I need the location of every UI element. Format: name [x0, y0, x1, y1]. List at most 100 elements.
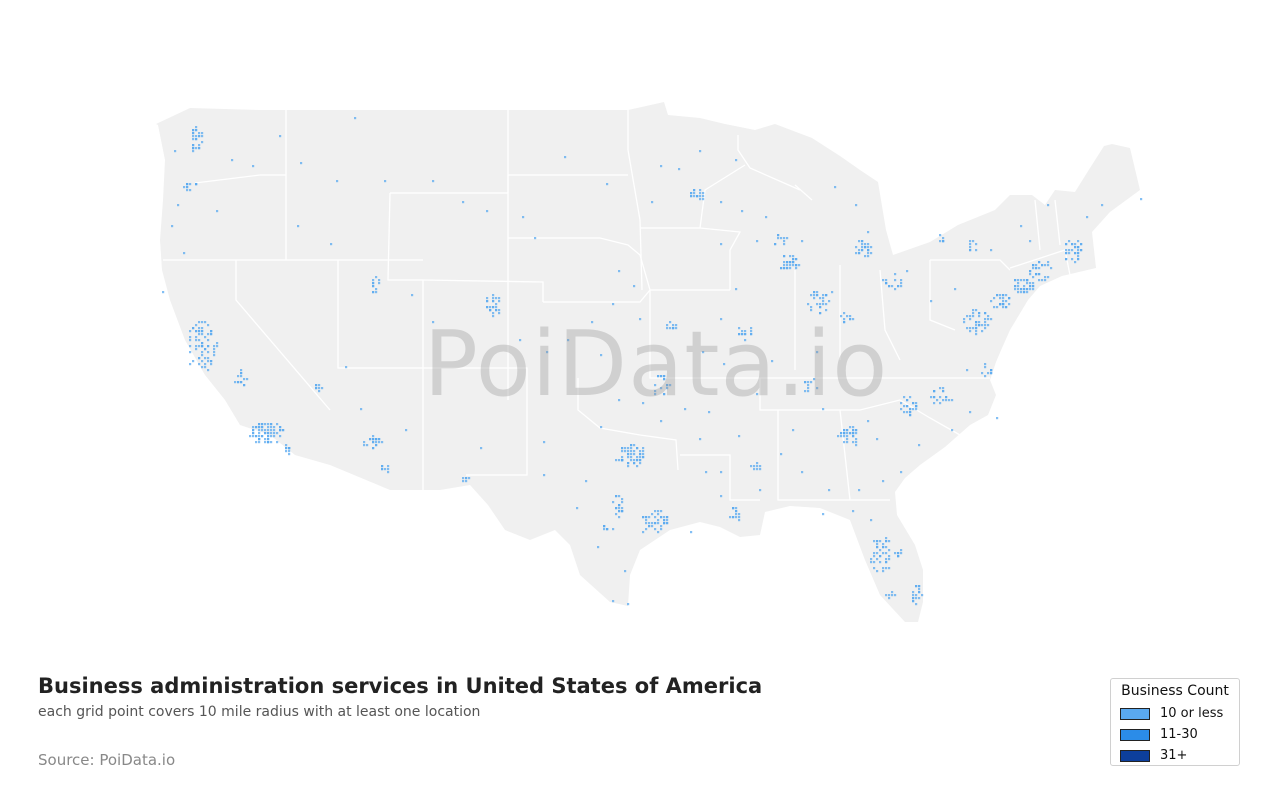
grid-point [210, 333, 213, 336]
grid-point [198, 144, 201, 147]
grid-point [870, 246, 873, 249]
grid-point [690, 192, 693, 195]
grid-point [822, 513, 825, 516]
grid-point [942, 240, 945, 243]
business-grid-points [162, 117, 1143, 606]
grid-point [261, 435, 264, 438]
grid-point [822, 294, 825, 297]
grid-point [969, 318, 972, 321]
grid-point [783, 264, 786, 267]
grid-point [186, 183, 189, 186]
grid-point [192, 147, 195, 150]
grid-point [969, 330, 972, 333]
grid-point [207, 369, 210, 372]
grid-point [600, 354, 603, 357]
grid-point [735, 513, 738, 516]
grid-point [201, 366, 204, 369]
grid-point [984, 318, 987, 321]
grid-point [270, 441, 273, 444]
grid-point [171, 225, 174, 228]
grid-point [672, 327, 675, 330]
grid-point [846, 429, 849, 432]
grid-point [852, 426, 855, 429]
grid-point [279, 426, 282, 429]
grid-point [996, 294, 999, 297]
grid-point [876, 438, 879, 441]
grid-point [843, 432, 846, 435]
grid-point [603, 528, 606, 531]
grid-point [213, 351, 216, 354]
grid-point [954, 288, 957, 291]
grid-point [909, 408, 912, 411]
grid-point [933, 396, 936, 399]
grid-point [1026, 288, 1029, 291]
grid-point [405, 429, 408, 432]
grid-point [900, 279, 903, 282]
grid-point [669, 384, 672, 387]
grid-point [534, 237, 537, 240]
grid-point [867, 252, 870, 255]
legend-title: Business Count [1121, 683, 1229, 699]
grid-point [969, 240, 972, 243]
grid-point [816, 294, 819, 297]
grid-point [189, 336, 192, 339]
grid-point [693, 195, 696, 198]
grid-point [486, 306, 489, 309]
grid-point [666, 516, 669, 519]
grid-point [855, 444, 858, 447]
grid-point [969, 243, 972, 246]
grid-point [489, 309, 492, 312]
grid-point [372, 279, 375, 282]
grid-point [900, 549, 903, 552]
grid-point [888, 558, 891, 561]
grid-point [678, 168, 681, 171]
grid-point [204, 336, 207, 339]
grid-point [939, 396, 942, 399]
grid-point [882, 480, 885, 483]
grid-point [885, 558, 888, 561]
grid-point [195, 345, 198, 348]
grid-point [624, 570, 627, 573]
grid-point [915, 405, 918, 408]
grid-point [846, 315, 849, 318]
grid-point [270, 435, 273, 438]
grid-point [621, 510, 624, 513]
grid-point [843, 312, 846, 315]
grid-point [801, 471, 804, 474]
grid-point [603, 525, 606, 528]
grid-point [372, 447, 375, 450]
grid-point [756, 240, 759, 243]
grid-point [735, 288, 738, 291]
grid-point [861, 249, 864, 252]
grid-point [189, 330, 192, 333]
grid-point [657, 519, 660, 522]
grid-point [885, 537, 888, 540]
grid-point [267, 423, 270, 426]
grid-point [807, 381, 810, 384]
grid-point [756, 462, 759, 465]
legend: Business Count 10 or less 11-30 31+ [1110, 678, 1240, 766]
grid-point [387, 465, 390, 468]
grid-point [1023, 288, 1026, 291]
grid-point [792, 258, 795, 261]
grid-point [984, 363, 987, 366]
grid-point [279, 135, 282, 138]
grid-point [273, 435, 276, 438]
grid-point [261, 429, 264, 432]
grid-point [645, 528, 648, 531]
grid-point [732, 516, 735, 519]
grid-point [237, 375, 240, 378]
grid-point [1086, 216, 1089, 219]
grid-point [810, 294, 813, 297]
grid-point [627, 603, 630, 606]
grid-point [738, 327, 741, 330]
grid-point [630, 456, 633, 459]
grid-point [375, 444, 378, 447]
grid-point [258, 441, 261, 444]
grid-point [942, 390, 945, 393]
grid-point [651, 201, 654, 204]
grid-point [618, 510, 621, 513]
grid-point [1005, 294, 1008, 297]
grid-point [258, 438, 261, 441]
grid-point [273, 429, 276, 432]
